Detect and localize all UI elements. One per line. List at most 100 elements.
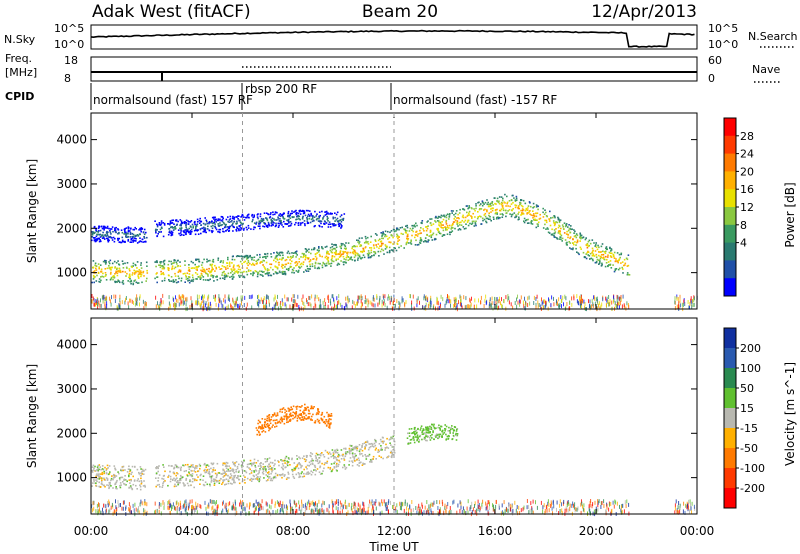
power-scatter-cell	[264, 273, 267, 275]
power-noise-cell	[239, 303, 241, 308]
power-scatter-cell	[131, 274, 134, 276]
velocity-scatter-cell	[269, 427, 272, 430]
power-scatter-cell	[210, 230, 213, 232]
velocity-scatter-cell	[128, 475, 130, 478]
velocity-scatter-cell	[212, 480, 215, 482]
velocity-scatter-cell	[274, 459, 276, 462]
power-scatter-cell	[324, 256, 327, 259]
velocity-scatter-cell	[343, 464, 346, 466]
velocity-scatter-cell	[260, 462, 262, 464]
power-scatter-cell	[219, 261, 222, 263]
power-scatter-cell	[351, 251, 354, 254]
power-scatter-cell	[485, 217, 488, 220]
power-scatter-cell	[256, 262, 258, 264]
power-scatter-cell	[366, 236, 369, 239]
power-noise-cell	[545, 303, 547, 308]
velocity-scatter-cell	[366, 455, 369, 457]
power-scatter-cell	[156, 235, 159, 237]
velocity-scatter-cell	[196, 465, 199, 467]
velocity-scatter-cell	[264, 418, 266, 421]
power-scatter-cell	[172, 262, 174, 264]
power-scatter-cell	[112, 278, 114, 281]
power-noise-cell	[679, 303, 681, 308]
velocity-scatter-cell	[250, 477, 253, 480]
power-scatter-cell	[113, 260, 116, 263]
velocity-scatter-cell	[359, 453, 361, 456]
velocity-scatter-cell	[391, 451, 393, 454]
power-scatter-cell	[219, 222, 221, 224]
velocity-scatter-cell	[375, 458, 377, 460]
power-scatter-cell	[618, 259, 620, 261]
power-scatter-cell	[232, 266, 235, 269]
velocity-scatter-cell	[265, 468, 267, 470]
power-scatter-cell	[279, 218, 281, 220]
power-scatter-cell	[263, 212, 266, 214]
power-scatter-cell	[610, 249, 613, 251]
power-scatter-cell	[247, 270, 250, 272]
power-noise-cell	[136, 294, 138, 299]
power-scatter-cell	[115, 262, 118, 264]
power-scatter-cell	[98, 225, 100, 228]
velocity-scatter-cell	[128, 465, 130, 468]
velocity-scatter-cell	[371, 445, 374, 447]
power-scatter-cell	[243, 256, 246, 259]
velocity-scatter-cell	[238, 478, 241, 481]
power-scatter-cell	[289, 214, 291, 217]
power-scatter-cell	[131, 266, 133, 268]
velocity-scatter-cell	[158, 483, 160, 486]
power-noise-cell	[319, 298, 321, 303]
power-scatter-cell	[329, 223, 331, 225]
power-scatter-cell	[362, 249, 365, 252]
power-scatter-cell	[279, 223, 282, 225]
power-scatter-cell	[125, 227, 128, 229]
velocity-scatter-cell	[110, 479, 112, 482]
power-scatter-cell	[568, 228, 571, 230]
power-scatter-cell	[501, 216, 504, 218]
power-scatter-cell	[338, 263, 341, 266]
power-scatter-cell	[272, 213, 274, 216]
power-scatter-cell	[302, 263, 304, 266]
power-scatter-cell	[195, 266, 198, 268]
power-noise-cell	[298, 304, 300, 309]
power-scatter-cell	[243, 276, 246, 279]
power-noise-cell	[368, 300, 370, 305]
power-scatter-cell	[179, 269, 182, 272]
power-scatter-cell	[595, 242, 597, 244]
power-noise-cell	[508, 300, 510, 305]
power-scatter-cell	[345, 256, 348, 259]
power-scatter-cell	[311, 248, 313, 251]
velocity-scatter-cell	[264, 431, 267, 433]
power-noise-cell	[159, 301, 161, 306]
power-scatter-cell	[247, 227, 250, 229]
power-scatter-cell	[305, 249, 308, 251]
velocity-scatter-cell	[316, 453, 319, 456]
velocity-scatter-cell	[175, 485, 178, 487]
power-scatter-cell	[586, 246, 589, 249]
power-scatter-cell	[481, 217, 484, 220]
power-scatter-cell	[216, 276, 218, 278]
power-scatter-cell	[109, 266, 112, 269]
velocity-scatter-cell	[377, 451, 379, 453]
power-noise-cell	[439, 304, 441, 308]
power-scatter-cell	[104, 259, 106, 262]
power-noise-cell	[580, 303, 581, 308]
velocity-scatter-cell	[271, 467, 274, 469]
power-scatter-cell	[614, 268, 617, 270]
velocity-scatter-cell	[118, 477, 121, 479]
power-scatter-cell	[139, 240, 141, 242]
velocity-scatter-cell	[423, 432, 425, 434]
velocity-scatter-cell	[375, 441, 377, 443]
power-noise-cell	[605, 303, 607, 307]
velocity-scatter-cell	[351, 464, 354, 467]
velocity-scatter-cell	[334, 449, 336, 452]
power-scatter-cell	[626, 273, 629, 276]
power-scatter-cell	[559, 232, 561, 234]
power-noise-cell	[447, 294, 448, 299]
power-noise-cell	[430, 303, 432, 308]
power-scatter-cell	[599, 255, 602, 258]
velocity-scatter-cell	[256, 478, 259, 480]
power-scatter-cell	[333, 255, 336, 258]
power-scatter-cell	[171, 231, 174, 234]
power-scatter-cell	[239, 255, 241, 258]
power-scatter-cell	[535, 212, 538, 215]
